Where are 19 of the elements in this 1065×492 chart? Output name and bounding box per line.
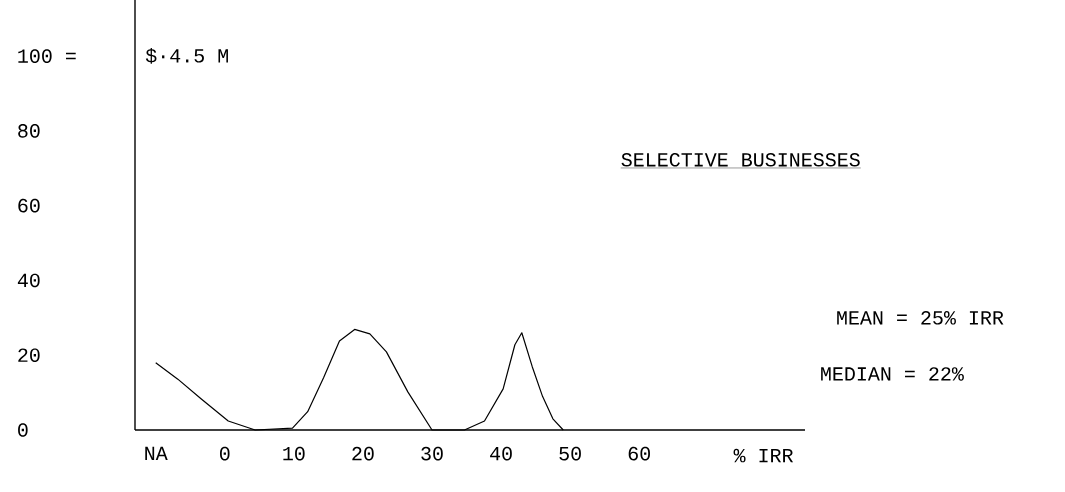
y-tick-label: 60 — [18, 198, 40, 213]
y-tick-label: 80 — [18, 124, 40, 138]
x-axis-title: % IRR — [733, 448, 794, 463]
text: MEAN = 25% IRR — [837, 311, 1004, 325]
x-tick-label: 10 — [283, 446, 305, 461]
text: MEDIAN = 22% — [821, 367, 964, 381]
y-tick-label: 20 — [18, 348, 40, 363]
x-tick-label: 50 — [559, 446, 581, 461]
y-tick-label: 100 = — [18, 49, 76, 63]
x-tick-label: 60 — [628, 446, 650, 461]
y-tick-label: 0 — [18, 423, 28, 437]
x-tick-label: 30 — [421, 446, 443, 461]
x-tick-label: NA — [145, 446, 168, 461]
x-tick-label: 0 — [220, 446, 230, 461]
y-tick-label: 40 — [17, 273, 40, 288]
text: SELECTIVE BUSINESSES — [621, 153, 860, 167]
annotation: $·4.5 M — [145, 48, 228, 64]
x-tick-label: 40 — [490, 446, 512, 461]
x-tick-label: 20 — [352, 446, 374, 461]
